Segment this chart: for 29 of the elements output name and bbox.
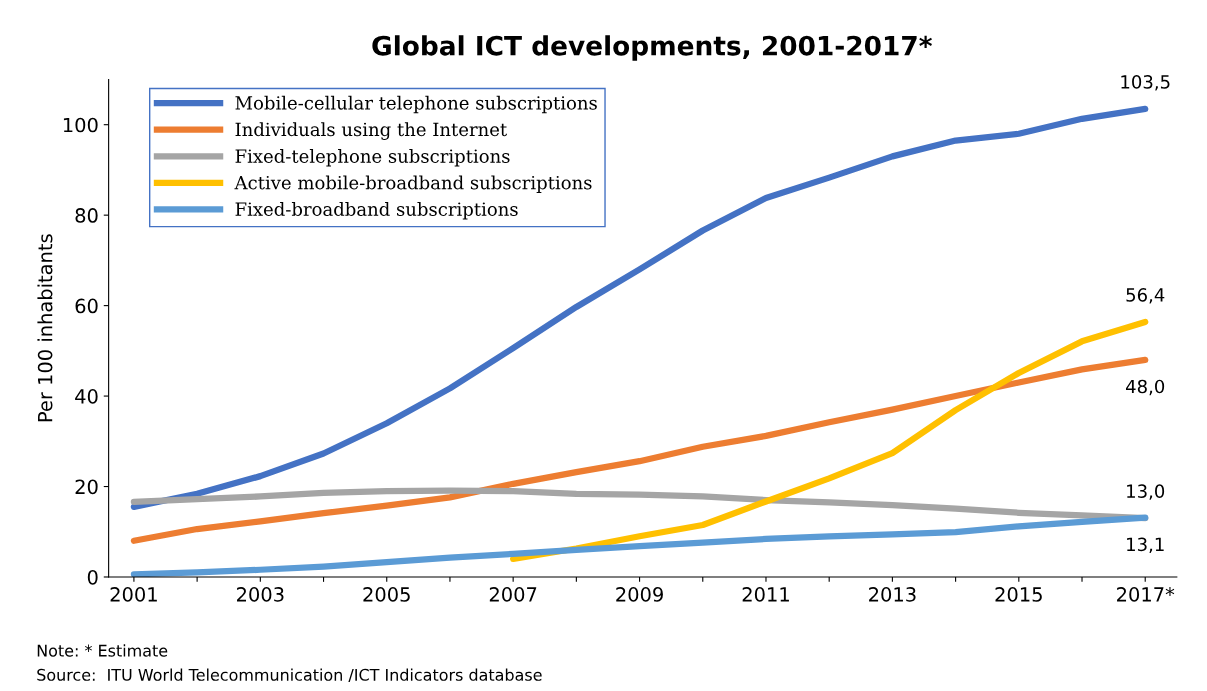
y-tick-label: 20 <box>75 479 98 495</box>
x-tick-label: 2015 <box>995 587 1042 602</box>
y-tick-label: 60 <box>75 298 98 314</box>
x-tick-label: 2013 <box>869 587 916 602</box>
x-tick-label: 2009 <box>616 587 663 602</box>
source-note: Source: ITU World Telecommunication /ICT Indicators database <box>37 668 542 683</box>
x-tick-label: 2011 <box>742 587 789 602</box>
legend-label: Active mobile-broadband subscriptions <box>234 175 592 193</box>
legend-label: Individuals using the Internet <box>235 122 508 140</box>
data-label: 56,4 <box>1126 288 1165 304</box>
x-tick-label: 2001 <box>110 587 157 602</box>
legend-label: Mobile-cellular telephone subscriptions <box>235 95 597 114</box>
y-tick-label: 40 <box>75 389 98 404</box>
y-axis-title: Per 100 inhabitants <box>37 234 53 422</box>
x-tick-label: 2007 <box>489 587 537 602</box>
data-label: 103,5 <box>1121 75 1170 91</box>
x-tick-label: 2005 <box>363 587 410 602</box>
y-tick-label: 0 <box>87 569 98 585</box>
x-tick-label: 2003 <box>237 587 284 602</box>
chart-title: Global ICT developments, 2001-2017* <box>372 35 932 61</box>
x-tick-label: 2017* <box>1117 587 1175 602</box>
data-label: 48,0 <box>1126 379 1165 396</box>
y-tick-label: 100 <box>63 117 98 133</box>
text: Note: * Estimate <box>37 644 168 657</box>
legend-label: Fixed-broadband subscriptions <box>235 201 518 220</box>
data-label: 13,0 <box>1127 484 1165 500</box>
data-label: 13,1 <box>1127 537 1164 553</box>
y-tick-label: 80 <box>75 208 98 223</box>
legend-label: Fixed-telephone subscriptions <box>235 148 510 167</box>
